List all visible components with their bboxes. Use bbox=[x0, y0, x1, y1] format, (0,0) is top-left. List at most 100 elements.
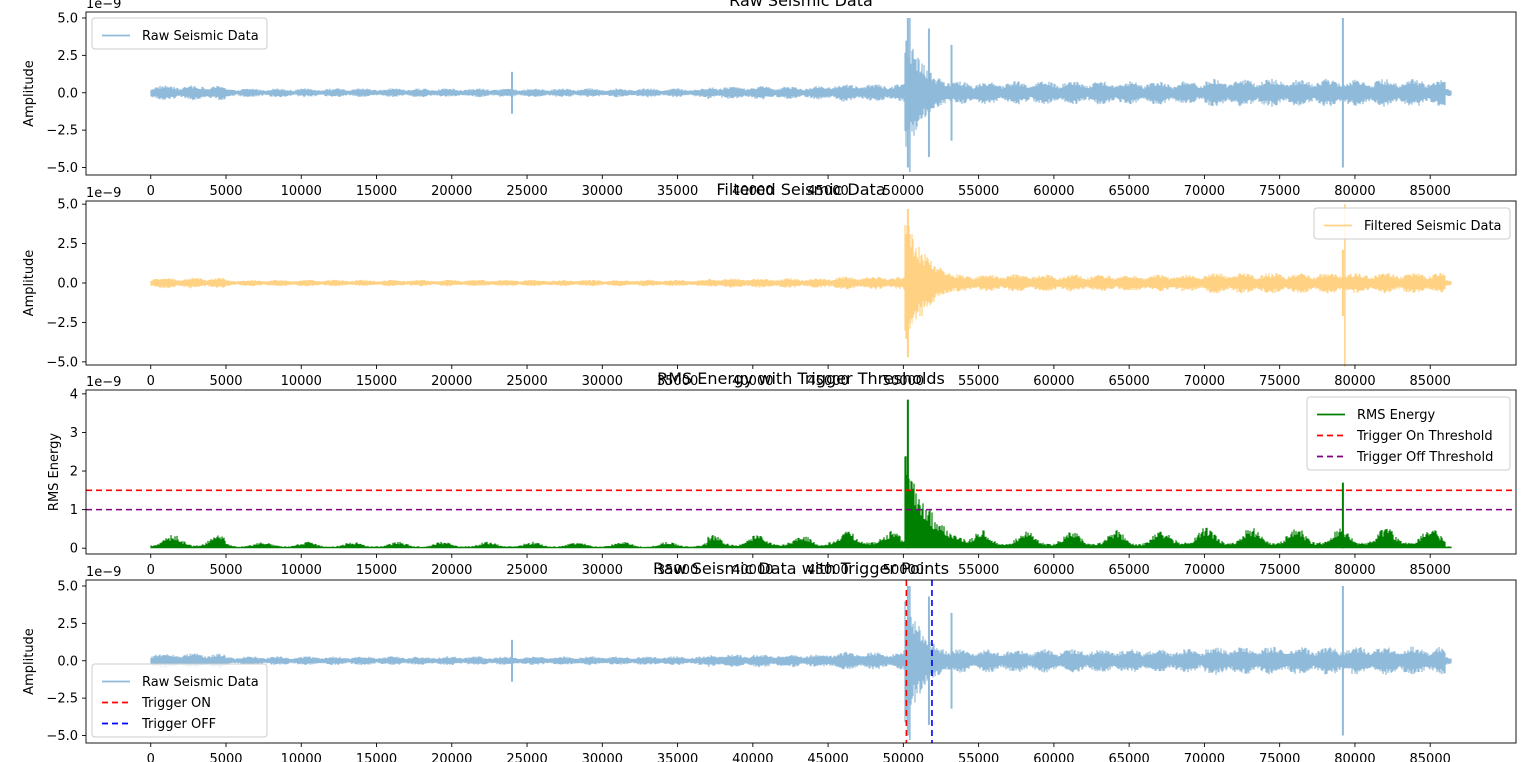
x-tick-label: 30000 bbox=[582, 563, 623, 578]
x-tick-label: 5000 bbox=[209, 184, 242, 199]
x-tick-label: 35000 bbox=[657, 752, 698, 762]
x-tick-label: 45000 bbox=[807, 563, 848, 578]
x-tick-label: 70000 bbox=[1184, 184, 1225, 199]
x-tick-label: 60000 bbox=[1033, 184, 1074, 199]
legend: Filtered Seismic Data bbox=[1313, 207, 1511, 240]
x-tick-label: 15000 bbox=[356, 563, 397, 578]
x-tick-label: 60000 bbox=[1033, 752, 1074, 762]
x-tick-label: 50000 bbox=[883, 563, 924, 578]
legend: Raw Seismic Data Trigger ON Trigger OFF bbox=[91, 663, 268, 738]
y-tick-label: 5.0 bbox=[57, 11, 78, 26]
x-tick-label: 45000 bbox=[807, 752, 848, 762]
x-tick-label: 35000 bbox=[657, 563, 698, 578]
legend: RMS Energy Trigger On Threshold Trigger Of… bbox=[1306, 396, 1511, 471]
x-tick-label: 55000 bbox=[958, 184, 999, 199]
y-tick-label: 2.5 bbox=[57, 617, 78, 632]
x-tick-label: 75000 bbox=[1259, 184, 1300, 199]
y-offset-label: 1e−9 bbox=[86, 375, 121, 390]
x-tick-label: 5000 bbox=[209, 563, 242, 578]
y-tick-label: 2.5 bbox=[57, 237, 78, 252]
x-tick-label: 80000 bbox=[1334, 184, 1375, 199]
x-tick-label: 15000 bbox=[356, 374, 397, 389]
y-tick-label: 5.0 bbox=[57, 579, 78, 594]
x-tick-label: 30000 bbox=[582, 374, 623, 389]
axes-frame bbox=[85, 11, 1517, 176]
x-tick-label: 25000 bbox=[506, 752, 547, 762]
y-axis-label: RMS Energy bbox=[47, 433, 62, 511]
x-tick-label: 75000 bbox=[1259, 563, 1300, 578]
y-axis-label: Amplitude bbox=[22, 628, 37, 695]
chart-panel-4: 0 5000 10000 15000 20000 25000 30000 35000 40000… bbox=[22, 559, 1517, 762]
x-tick-label: 0 bbox=[147, 563, 155, 578]
legend-label: Trigger On Threshold bbox=[1356, 429, 1493, 444]
x-tick-label: 70000 bbox=[1184, 752, 1225, 762]
x-tick-label: 0 bbox=[147, 184, 155, 199]
y-tick-label: −2.5 bbox=[46, 124, 78, 139]
chart-panel-2: 0 5000 10000 15000 20000 25000 30000 35000 40000… bbox=[22, 180, 1517, 389]
x-tick-label: 10000 bbox=[281, 563, 322, 578]
legend-box bbox=[1306, 396, 1511, 471]
y-tick-label: 5.0 bbox=[57, 198, 78, 213]
y-tick-label: 4 bbox=[70, 387, 78, 402]
y-tick-label: −2.5 bbox=[46, 692, 78, 707]
legend: Raw Seismic Data bbox=[91, 17, 268, 50]
x-tick-label: 35000 bbox=[657, 184, 698, 199]
x-tick-label: 55000 bbox=[958, 752, 999, 762]
x-tick-label: 70000 bbox=[1184, 563, 1225, 578]
legend-label: Raw Seismic Data bbox=[142, 675, 259, 690]
y-tick-label: −5.0 bbox=[46, 729, 78, 744]
x-tick-label: 65000 bbox=[1108, 374, 1149, 389]
series-line-raw-seismic-data bbox=[150, 601, 1452, 723]
x-tick-label: 0 bbox=[147, 752, 155, 762]
x-tick-label: 20000 bbox=[431, 563, 472, 578]
x-tick-label: 45000 bbox=[807, 184, 848, 199]
x-tick-label: 15000 bbox=[356, 752, 397, 762]
x-tick-label: 70000 bbox=[1184, 374, 1225, 389]
x-tick-label: 40000 bbox=[732, 563, 773, 578]
chart-title: Raw Seismic Data with Trigger Points bbox=[653, 559, 949, 578]
x-tick-label: 20000 bbox=[431, 374, 472, 389]
legend-box bbox=[91, 17, 268, 50]
x-tick-label: 30000 bbox=[582, 752, 623, 762]
x-tick-label: 80000 bbox=[1334, 752, 1375, 762]
x-tick-label: 40000 bbox=[732, 184, 773, 199]
y-offset-label: 1e−9 bbox=[86, 565, 121, 580]
x-tick-label: 75000 bbox=[1259, 374, 1300, 389]
y-tick-label: 2.5 bbox=[57, 49, 78, 64]
x-tick-label: 50000 bbox=[883, 752, 924, 762]
y-tick-label: 3 bbox=[70, 426, 78, 441]
x-tick-label: 5000 bbox=[209, 374, 242, 389]
legend-label: Trigger OFF bbox=[141, 717, 216, 732]
legend-box bbox=[91, 663, 268, 738]
x-tick-label: 10000 bbox=[281, 184, 322, 199]
x-tick-label: 20000 bbox=[431, 184, 472, 199]
legend-box bbox=[1313, 207, 1511, 240]
x-tick-label: 85000 bbox=[1410, 184, 1451, 199]
x-tick-label: 0 bbox=[147, 374, 155, 389]
x-tick-label: 65000 bbox=[1108, 184, 1149, 199]
y-tick-label: 0.0 bbox=[57, 86, 78, 101]
y-offset-label: 1e−9 bbox=[86, 0, 121, 12]
x-tick-label: 10000 bbox=[281, 752, 322, 762]
x-tick-label: 80000 bbox=[1334, 374, 1375, 389]
y-tick-label: 0.0 bbox=[57, 277, 78, 292]
chart-panel-3: 0 5000 10000 15000 20000 25000 30000 35000 40000… bbox=[47, 369, 1517, 578]
y-axis-label: Amplitude bbox=[22, 250, 37, 317]
x-tick-label: 35000 bbox=[657, 374, 698, 389]
x-tick-label: 65000 bbox=[1108, 752, 1149, 762]
x-tick-label: 30000 bbox=[582, 184, 623, 199]
x-tick-label: 60000 bbox=[1033, 374, 1074, 389]
x-tick-label: 50000 bbox=[883, 184, 924, 199]
axes-frame bbox=[85, 389, 1517, 555]
chart-title: Raw Seismic Data bbox=[729, 0, 873, 10]
x-tick-label: 65000 bbox=[1108, 563, 1149, 578]
x-tick-label: 25000 bbox=[506, 563, 547, 578]
x-tick-label: 20000 bbox=[431, 752, 472, 762]
axes-frame bbox=[85, 579, 1517, 744]
y-tick-label: 1 bbox=[70, 503, 78, 518]
x-tick-label: 45000 bbox=[807, 374, 848, 389]
x-tick-label: 25000 bbox=[506, 374, 547, 389]
series-line-rms-energy bbox=[150, 456, 1452, 549]
chart-title: RMS Energy with Trigger Thresholds bbox=[657, 369, 945, 388]
